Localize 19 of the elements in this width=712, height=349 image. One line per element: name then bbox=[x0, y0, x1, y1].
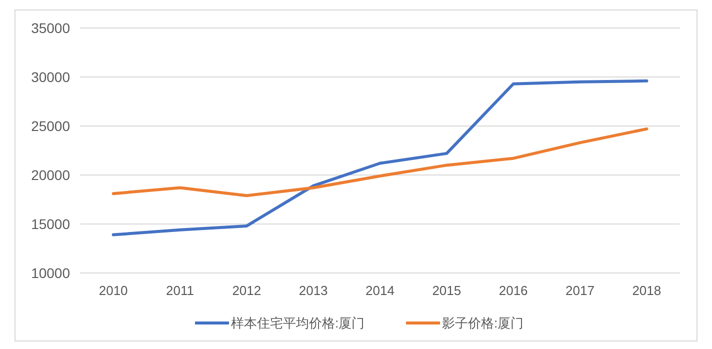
x-tick-label: 2012 bbox=[232, 283, 262, 298]
x-tick-label: 2013 bbox=[298, 283, 328, 298]
x-tick-label: 2017 bbox=[566, 283, 594, 298]
x-tick-label: 2018 bbox=[632, 283, 662, 298]
x-tick-label: 2014 bbox=[366, 283, 394, 298]
line-series bbox=[112, 127, 648, 198]
y-tick-label: 20000 bbox=[31, 166, 70, 183]
x-tick-label: 2010 bbox=[98, 283, 128, 298]
y-tick-label: 35000 bbox=[31, 20, 70, 36]
x-tick-label: 2016 bbox=[498, 283, 528, 298]
y-tick-label: 25000 bbox=[31, 118, 70, 134]
line-series bbox=[112, 79, 648, 236]
y-tick-label: 15000 bbox=[31, 216, 70, 232]
x-tick-label: 2011 bbox=[166, 283, 194, 298]
legend-label: 影子价格:厦门 bbox=[442, 316, 524, 331]
x-tick-label: 2015 bbox=[432, 283, 462, 298]
legend-label: 样本住宅平均价格:厦门 bbox=[231, 316, 365, 331]
y-tick-label: 10000 bbox=[31, 264, 70, 281]
y-tick-label: 30000 bbox=[31, 68, 70, 85]
